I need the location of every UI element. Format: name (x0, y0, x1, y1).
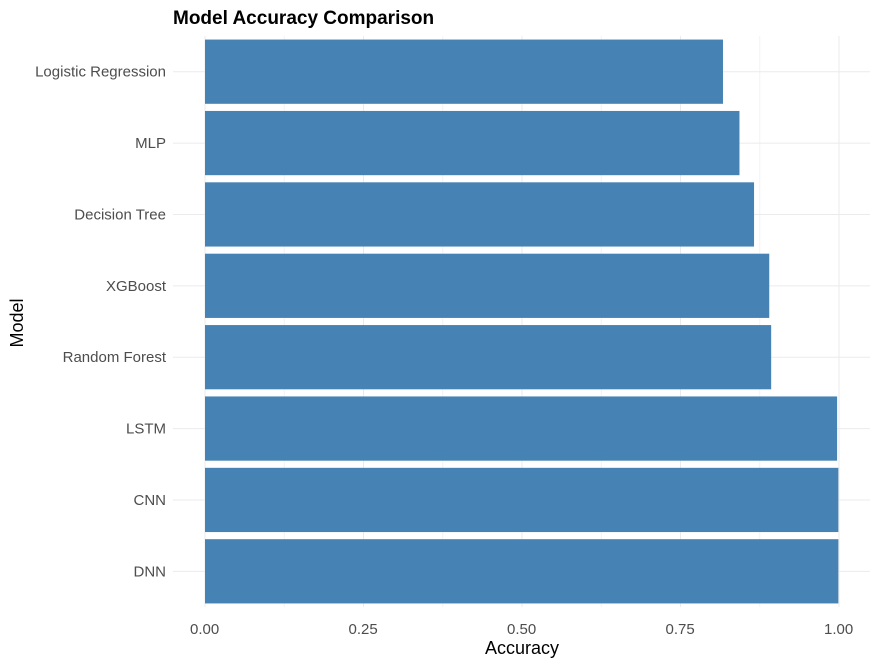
bar-lstm (205, 396, 838, 461)
y-tick-labels: Logistic Regression MLP Decision Tree XGBoo… (35, 64, 167, 581)
y-tick-label: MLP (135, 135, 166, 152)
bar-decision-tree (205, 182, 755, 247)
x-tick-label: 0.25 (349, 621, 378, 638)
x-tick-label: 1.00 (824, 621, 853, 638)
y-tick-label: CNN (134, 492, 167, 509)
bar-dnn (205, 539, 839, 604)
bar-logistic-regression (205, 39, 723, 104)
y-tick-label: DNN (134, 563, 167, 580)
y-axis-title: Model (7, 298, 27, 347)
bar-random-forest (205, 325, 772, 390)
x-axis-title: Accuracy (485, 638, 559, 658)
bar-cnn (205, 467, 839, 533)
x-tick-label: 0.50 (507, 621, 536, 638)
x-tick-labels: 0.00 0.25 0.50 0.75 1.00 (190, 621, 853, 638)
y-tick-label: Logistic Regression (35, 64, 166, 81)
chart-title: Model Accuracy Comparison (173, 8, 434, 29)
y-tick-label: XGBoost (106, 278, 167, 295)
y-tick-label: Decision Tree (74, 206, 166, 223)
x-tick-label: 0.75 (666, 621, 695, 638)
y-tick-label: Random Forest (63, 349, 167, 366)
bars (205, 39, 839, 604)
x-tick-label: 0.00 (190, 621, 219, 638)
bar-mlp (205, 110, 740, 176)
bar-xgboost (205, 253, 770, 318)
y-tick-label: LSTM (126, 421, 166, 438)
